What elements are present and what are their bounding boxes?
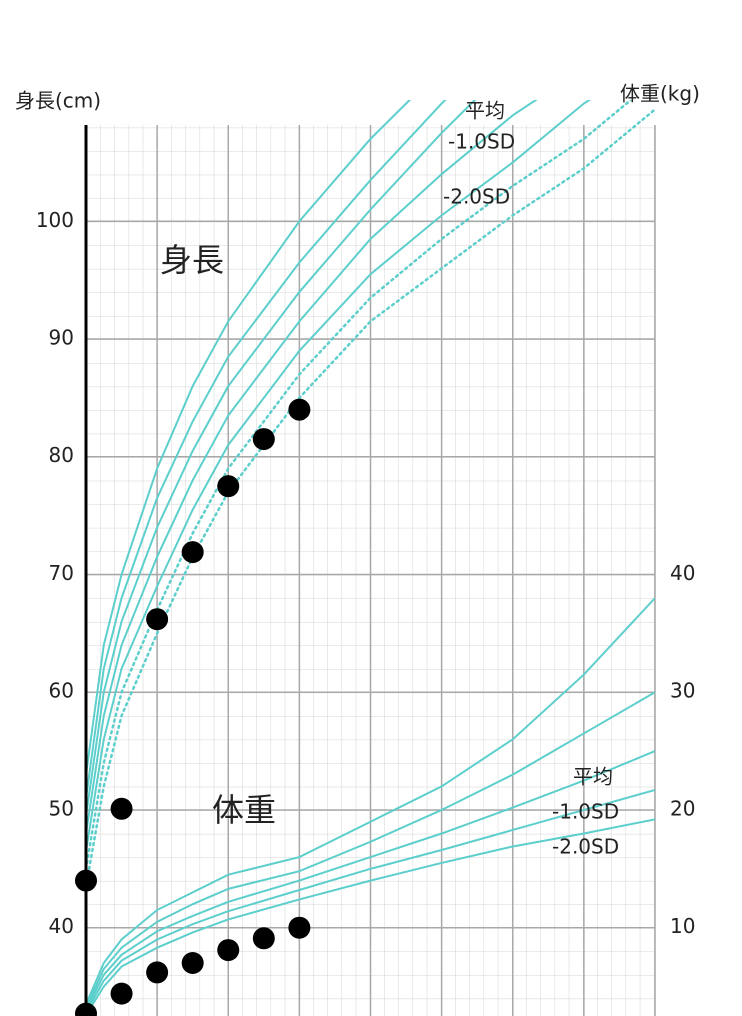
y-tick-label: 50	[49, 796, 74, 820]
y-tick-label: 90	[49, 326, 74, 350]
y-tick-label: 80	[49, 443, 74, 467]
annotation: -2.0SD	[552, 835, 619, 859]
annotation: -1.0SD	[552, 800, 619, 824]
y2-tick-label: 20	[670, 796, 695, 820]
data-point	[146, 608, 169, 631]
data-point	[181, 541, 204, 564]
curve	[86, 788, 655, 1013]
data-point	[146, 961, 169, 984]
annotation: 身長	[160, 241, 224, 279]
annotation: -2.0SD	[443, 185, 510, 209]
data-point	[110, 982, 133, 1005]
annotation: 体重	[212, 791, 276, 829]
data-point	[252, 428, 275, 451]
annotation: 平均	[573, 765, 613, 789]
curve	[86, 100, 633, 871]
y-tick-label: 60	[49, 679, 74, 703]
data-point	[75, 869, 97, 892]
y2-tick-label: 40	[670, 561, 695, 585]
curve	[86, 100, 477, 816]
curve	[86, 100, 592, 852]
data-point	[288, 916, 311, 939]
data-point	[217, 939, 240, 962]
data-point	[75, 1002, 97, 1016]
curve	[86, 100, 412, 775]
data-point	[110, 797, 133, 820]
data-point	[288, 398, 311, 421]
data-point	[181, 952, 204, 975]
curve	[86, 100, 447, 799]
curve	[86, 597, 655, 1005]
annotation: 平均	[465, 99, 505, 123]
curve	[86, 750, 655, 1011]
curve	[86, 818, 655, 1016]
annotation: -1.0SD	[448, 130, 515, 154]
curve	[86, 100, 538, 834]
y-axis-label: 身長(cm)	[15, 89, 101, 113]
y2-tick-label: 30	[670, 679, 695, 703]
y-tick-label: 70	[49, 561, 74, 585]
y2-tick-label: 10	[670, 914, 695, 938]
data-point	[252, 927, 275, 950]
data-point	[217, 475, 240, 498]
curve	[86, 691, 655, 1009]
y2-axis-label: 体重(kg)	[620, 82, 700, 106]
y-tick-label: 100	[36, 208, 74, 232]
y-tick-label: 40	[49, 914, 74, 938]
